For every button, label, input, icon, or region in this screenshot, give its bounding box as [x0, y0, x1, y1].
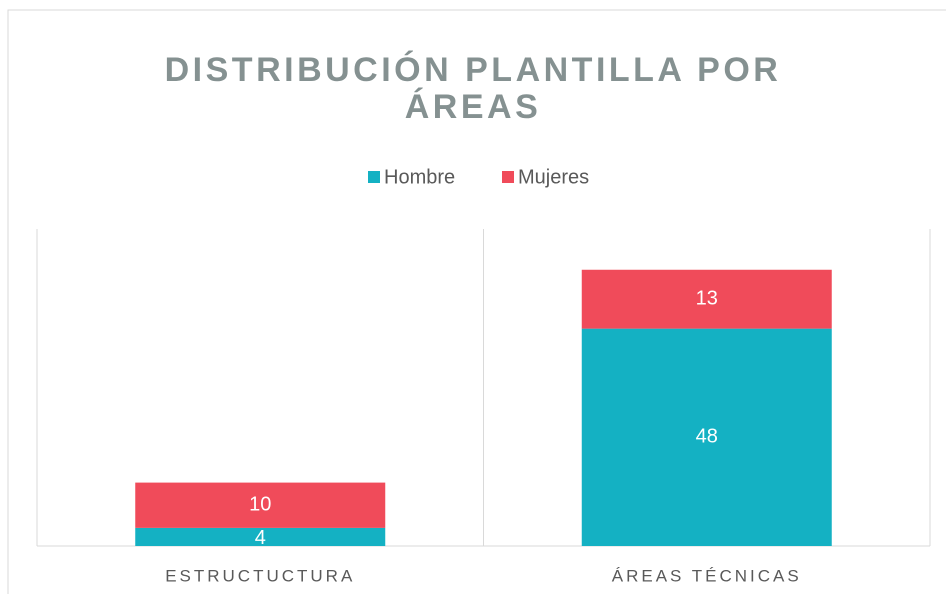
bar-segment	[581, 328, 832, 546]
x-tick-label: ÁREAS TÉCNICAS	[612, 566, 802, 585]
bar-segment	[135, 527, 386, 546]
legend-label: Hombre	[384, 166, 455, 188]
legend-swatch	[502, 171, 514, 183]
chart-title: DISTRIBUCIÓN PLANTILLA POR ÁREAS	[164, 51, 782, 126]
data-label: 10	[249, 494, 271, 516]
bar-segment	[135, 482, 386, 528]
data-label: 48	[696, 426, 718, 448]
chart-border	[7, 9, 946, 594]
data-label: 13	[696, 287, 718, 309]
bar-segment	[581, 269, 832, 329]
legend-label: Mujeres	[518, 166, 589, 188]
x-tick-label: ESTRUCTUCTURA	[165, 566, 355, 585]
legend-swatch	[368, 171, 380, 183]
data-label: 4	[255, 527, 266, 549]
